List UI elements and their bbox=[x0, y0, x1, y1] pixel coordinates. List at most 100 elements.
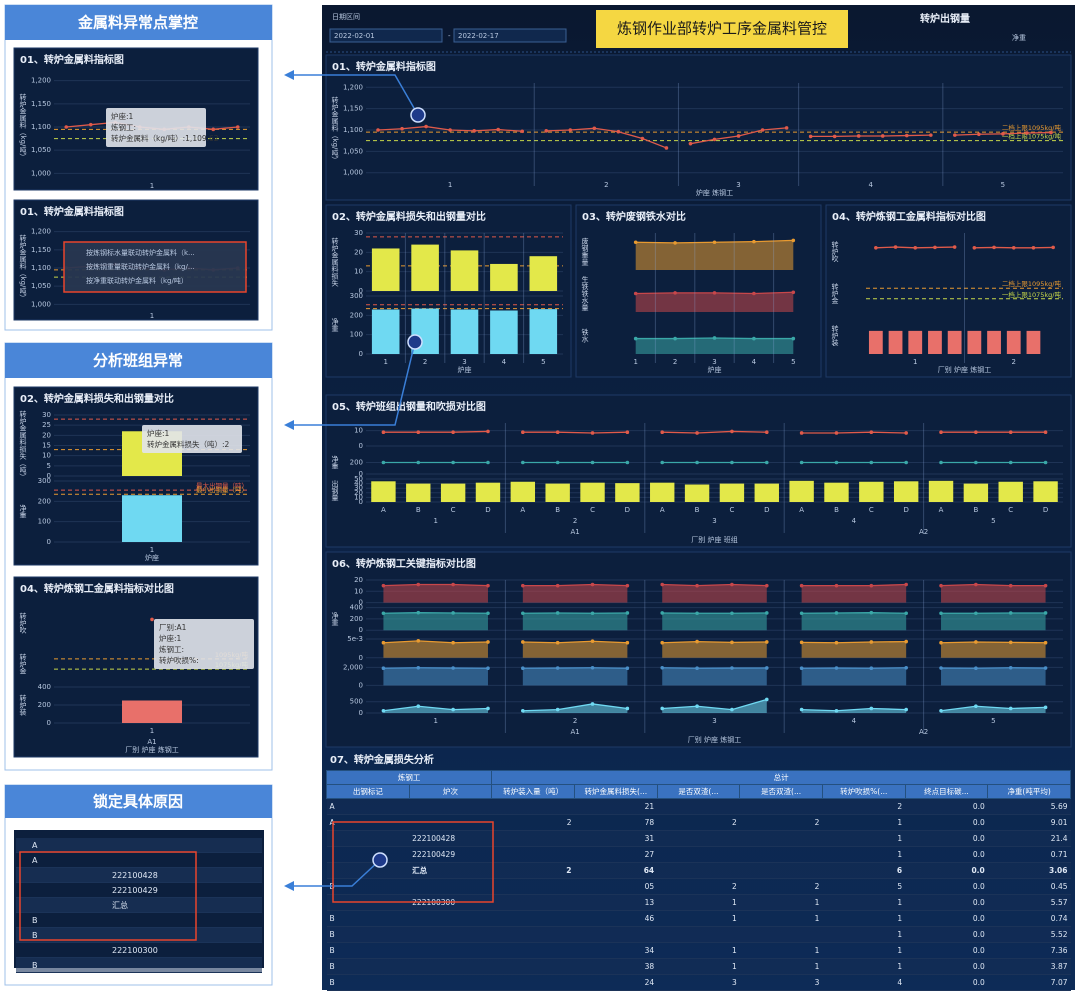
table-cell: 3 bbox=[657, 975, 740, 991]
table-cell: 7.36 bbox=[988, 943, 1071, 959]
bar bbox=[894, 481, 918, 502]
point bbox=[591, 639, 595, 643]
chart-title: 03、转炉废钢铁水对比 bbox=[582, 210, 686, 223]
point bbox=[785, 126, 789, 130]
y-axis-label: 转炉金属料（kg/吨） bbox=[19, 234, 27, 302]
point bbox=[974, 583, 978, 587]
x-axis-label: 厂别 炉座 炼钢工 bbox=[938, 365, 991, 374]
point bbox=[416, 430, 420, 434]
point bbox=[660, 583, 664, 587]
section-title: 锁定具体原因 bbox=[93, 793, 183, 811]
y-tick-label: 200 bbox=[38, 497, 51, 505]
x-axis-label: 炉座 bbox=[708, 365, 722, 374]
point bbox=[520, 129, 524, 133]
table-cell: 2 bbox=[740, 815, 823, 831]
table-cell: A bbox=[16, 841, 112, 850]
reference-label: 一档上限1075kg/吨 bbox=[1002, 290, 1062, 299]
table-row: B bbox=[16, 928, 262, 943]
table-cell: 0.0 bbox=[905, 943, 988, 959]
point bbox=[713, 138, 717, 142]
point bbox=[765, 611, 769, 615]
point bbox=[913, 246, 917, 250]
table-cell: 1 bbox=[822, 831, 905, 847]
point bbox=[1051, 246, 1055, 250]
area bbox=[662, 668, 767, 686]
x-tick-label: C bbox=[590, 506, 595, 514]
point bbox=[634, 337, 638, 341]
table-cell: 1 bbox=[657, 895, 740, 911]
point bbox=[1044, 430, 1048, 434]
bar bbox=[964, 484, 988, 502]
point bbox=[211, 128, 215, 132]
column-header: 是否双渣(... bbox=[657, 785, 740, 799]
x-tick-label: D bbox=[485, 506, 490, 514]
tooltip-text: 炉座:1 bbox=[147, 428, 170, 438]
group-label: 3 bbox=[736, 181, 740, 189]
bar bbox=[451, 310, 479, 354]
bar bbox=[545, 484, 569, 502]
point bbox=[382, 641, 386, 645]
tooltip-text: 厂别:A1 bbox=[159, 623, 187, 632]
area bbox=[941, 585, 1046, 603]
y-axis-label: 净重 bbox=[19, 504, 27, 519]
point bbox=[870, 584, 874, 588]
point bbox=[486, 640, 490, 644]
table-cell: 0.0 bbox=[905, 959, 988, 975]
y-axis-label: 生铁铁水量 bbox=[581, 275, 589, 311]
y-tick-label: 2,000 bbox=[343, 663, 363, 671]
y-tick-label: 1,100 bbox=[31, 123, 51, 131]
y-axis-label: 转炉装 bbox=[19, 694, 27, 717]
point bbox=[904, 461, 908, 465]
column-header: 出钢标记 bbox=[327, 785, 410, 799]
loss-table: 炼钢工总计出钢标记炉次转炉装入量（吨）转炉金属料损失(...是否双渣(...是否… bbox=[326, 770, 1071, 991]
group-label: 5 bbox=[991, 717, 995, 725]
table-cell bbox=[574, 927, 657, 943]
table-cell: 21.4 bbox=[988, 831, 1071, 847]
x-tick-label: B bbox=[555, 506, 560, 514]
group-label: 4 bbox=[868, 181, 873, 189]
column-header: 净重(吨平均) bbox=[988, 785, 1071, 799]
table-cell: 1 bbox=[740, 943, 823, 959]
point bbox=[486, 666, 490, 670]
table-cell: B bbox=[16, 961, 112, 970]
bar bbox=[372, 248, 400, 291]
y-tick-label: 300 bbox=[38, 477, 51, 485]
x-tick-label: A bbox=[799, 506, 804, 514]
area bbox=[523, 613, 628, 630]
point bbox=[904, 666, 908, 670]
table-cell: 0.0 bbox=[905, 975, 988, 991]
table-row: A bbox=[16, 853, 262, 868]
point bbox=[730, 641, 734, 645]
point bbox=[150, 618, 154, 622]
y-tick-label: 1,050 bbox=[31, 282, 51, 290]
point bbox=[870, 666, 874, 670]
point bbox=[660, 430, 664, 434]
point bbox=[1012, 246, 1016, 250]
y-axis-label: 铁水 bbox=[581, 328, 589, 343]
point bbox=[833, 135, 837, 139]
tooltip-text: 炼钢工: bbox=[111, 122, 136, 132]
bar bbox=[122, 701, 182, 724]
table-cell bbox=[740, 799, 823, 815]
table-cell bbox=[657, 847, 740, 863]
point bbox=[593, 126, 597, 130]
point bbox=[1009, 430, 1013, 434]
area bbox=[523, 585, 628, 603]
x-tick-label: B bbox=[695, 506, 700, 514]
table-cell: 9.01 bbox=[988, 815, 1071, 831]
table-cell: 2 bbox=[657, 879, 740, 895]
table-cell bbox=[409, 815, 492, 831]
point bbox=[556, 666, 560, 670]
super-group-label: A1 bbox=[570, 728, 579, 736]
point bbox=[713, 336, 717, 340]
table-cell: 222100429 bbox=[112, 886, 232, 895]
point bbox=[626, 666, 630, 670]
table-cell: 38 bbox=[574, 959, 657, 975]
point bbox=[673, 291, 677, 295]
point bbox=[1032, 246, 1036, 250]
point bbox=[416, 639, 420, 643]
table-cell bbox=[409, 959, 492, 975]
table-cell: 21 bbox=[574, 799, 657, 815]
